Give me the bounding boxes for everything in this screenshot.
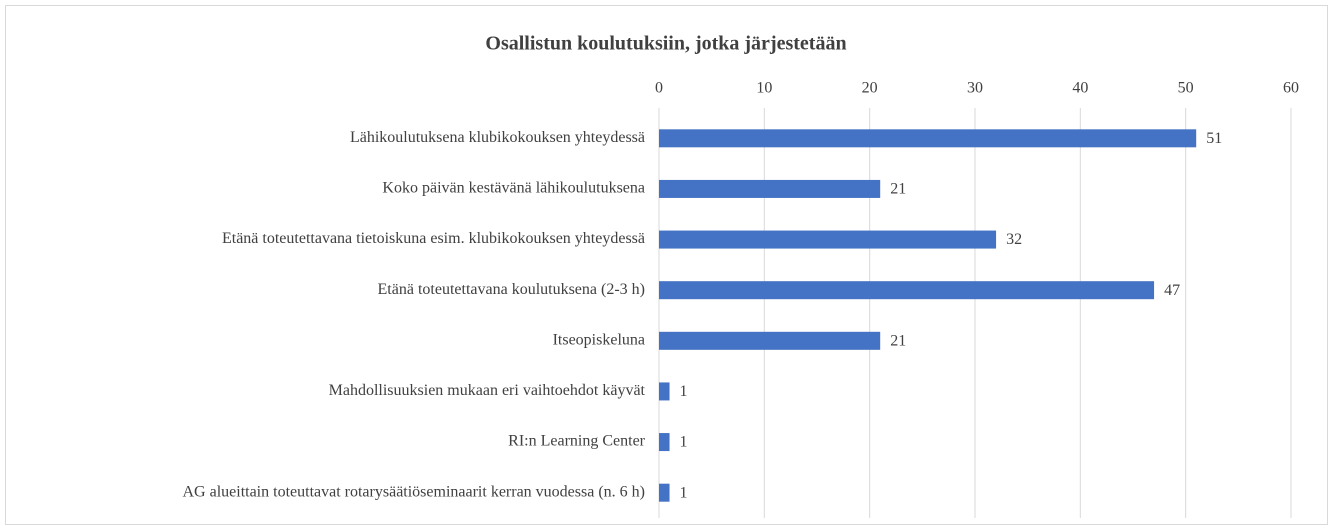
y-tick-label: Etänä toteutettavana koulutuksena (2-3 h… bbox=[378, 281, 645, 298]
data-label: 1 bbox=[680, 484, 688, 501]
x-tick-label: 50 bbox=[1178, 80, 1194, 97]
y-tick-label: AG alueittain toteuttavat rotarysäätiöse… bbox=[182, 483, 645, 500]
x-tick-label: 60 bbox=[1283, 80, 1299, 97]
bar bbox=[659, 129, 1197, 148]
data-label: 1 bbox=[680, 383, 688, 400]
data-label: 1 bbox=[680, 434, 688, 451]
bar bbox=[659, 281, 1155, 300]
x-tick-label: 30 bbox=[967, 80, 983, 97]
data-label: 51 bbox=[1206, 130, 1222, 147]
bar bbox=[659, 433, 670, 452]
data-label: 32 bbox=[1006, 231, 1022, 248]
data-label: 47 bbox=[1164, 282, 1180, 299]
y-tick-label: Lähikoulutuksena klubikokouksen yhteydes… bbox=[350, 129, 645, 146]
bar bbox=[659, 179, 881, 198]
bar bbox=[659, 230, 997, 249]
x-tick-label: 20 bbox=[862, 80, 878, 97]
chart-title: Osallistun koulutuksiin, jotka järjestet… bbox=[485, 33, 846, 55]
data-label: 21 bbox=[890, 332, 906, 349]
x-tick-label: 0 bbox=[655, 80, 663, 97]
bar bbox=[659, 382, 670, 401]
x-tick-label: 40 bbox=[1072, 80, 1088, 97]
y-tick-label: Koko päivän kestävänä lähikoulutuksena bbox=[382, 180, 645, 197]
y-tick-label: RI:n Learning Center bbox=[508, 433, 646, 450]
bar bbox=[659, 483, 670, 502]
bar bbox=[659, 331, 881, 350]
y-tick-label: Mahdollisuuksien mukaan eri vaihtoehdot … bbox=[329, 382, 646, 399]
x-tick-label: 10 bbox=[756, 80, 772, 97]
y-tick-label: Itseopiskeluna bbox=[553, 331, 645, 348]
y-tick-label: Etänä toteutettavana tietoiskuna esim. k… bbox=[222, 230, 645, 247]
data-label: 21 bbox=[890, 181, 906, 198]
